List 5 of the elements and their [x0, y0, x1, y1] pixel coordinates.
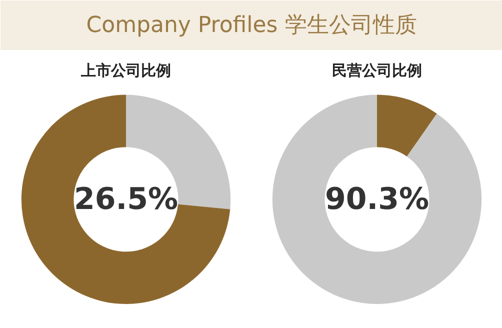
chart-subtitle: 民营公司比例: [332, 61, 422, 80]
text: 26.5%: [74, 182, 178, 217]
chart-title: Company Profiles 学生公司性质: [86, 13, 417, 38]
text: 90.3%: [324, 182, 430, 217]
chart-subtitle: 上市公司比例: [80, 61, 171, 80]
